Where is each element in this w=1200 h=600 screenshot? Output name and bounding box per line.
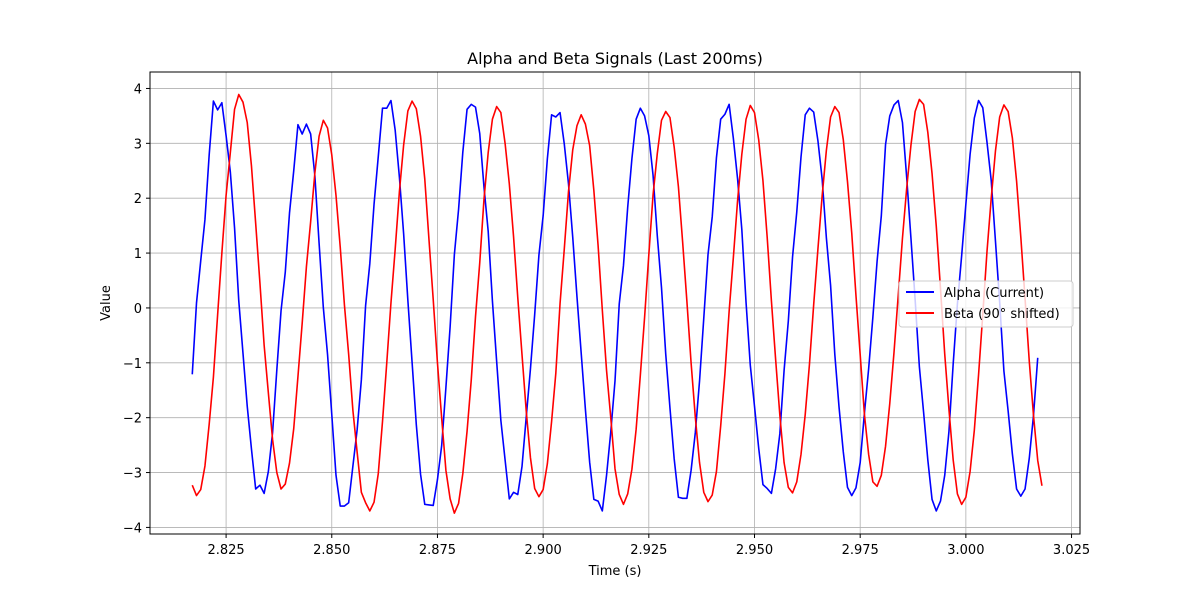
legend-box [898,280,1074,328]
x-tick-label: 2.825 [207,543,244,558]
x-axis-label: Time (s) [588,564,642,579]
x-axis: 2.825 2.850 2.875 2.900 2.925 2.950 2.975 3.000… [207,534,1090,558]
chart-title: Alpha and Beta Signals (Last 200ms) [467,49,763,68]
y-tick-label: 4 [134,82,142,97]
x-tick-label: 2.950 [736,543,773,558]
y-axis: −4 −3 −2 −1 0 1 2 3 4 [123,82,150,536]
legend: Alpha (Current) Beta (90° shifted) [898,280,1074,328]
legend-label-alpha: Alpha (Current) [944,286,1044,301]
y-tick-label: −1 [123,357,142,372]
x-tick-label: 2.850 [313,543,350,558]
y-axis-label: Value [99,285,114,321]
series-group [191,93,1043,514]
y-tick-label: 1 [134,247,142,262]
y-tick-label: 0 [134,302,142,317]
x-tick-label: 2.925 [630,543,667,558]
x-tick-label: 2.975 [842,543,879,558]
y-tick-label: 2 [134,192,142,207]
x-tick-label: 3.025 [1053,543,1090,558]
x-tick-label: 3.000 [947,543,984,558]
y-tick-label: −4 [123,521,142,536]
y-tick-label: 3 [134,137,142,152]
x-tick-label: 2.900 [525,543,562,558]
y-tick-label: −2 [123,412,142,427]
series-line-alpha [191,99,1039,512]
series-line-beta [191,93,1043,514]
legend-label-beta: Beta (90° shifted) [944,307,1060,322]
plot-frame [149,71,1081,535]
x-tick-label: 2.875 [419,543,456,558]
y-tick-label: −3 [123,467,142,482]
